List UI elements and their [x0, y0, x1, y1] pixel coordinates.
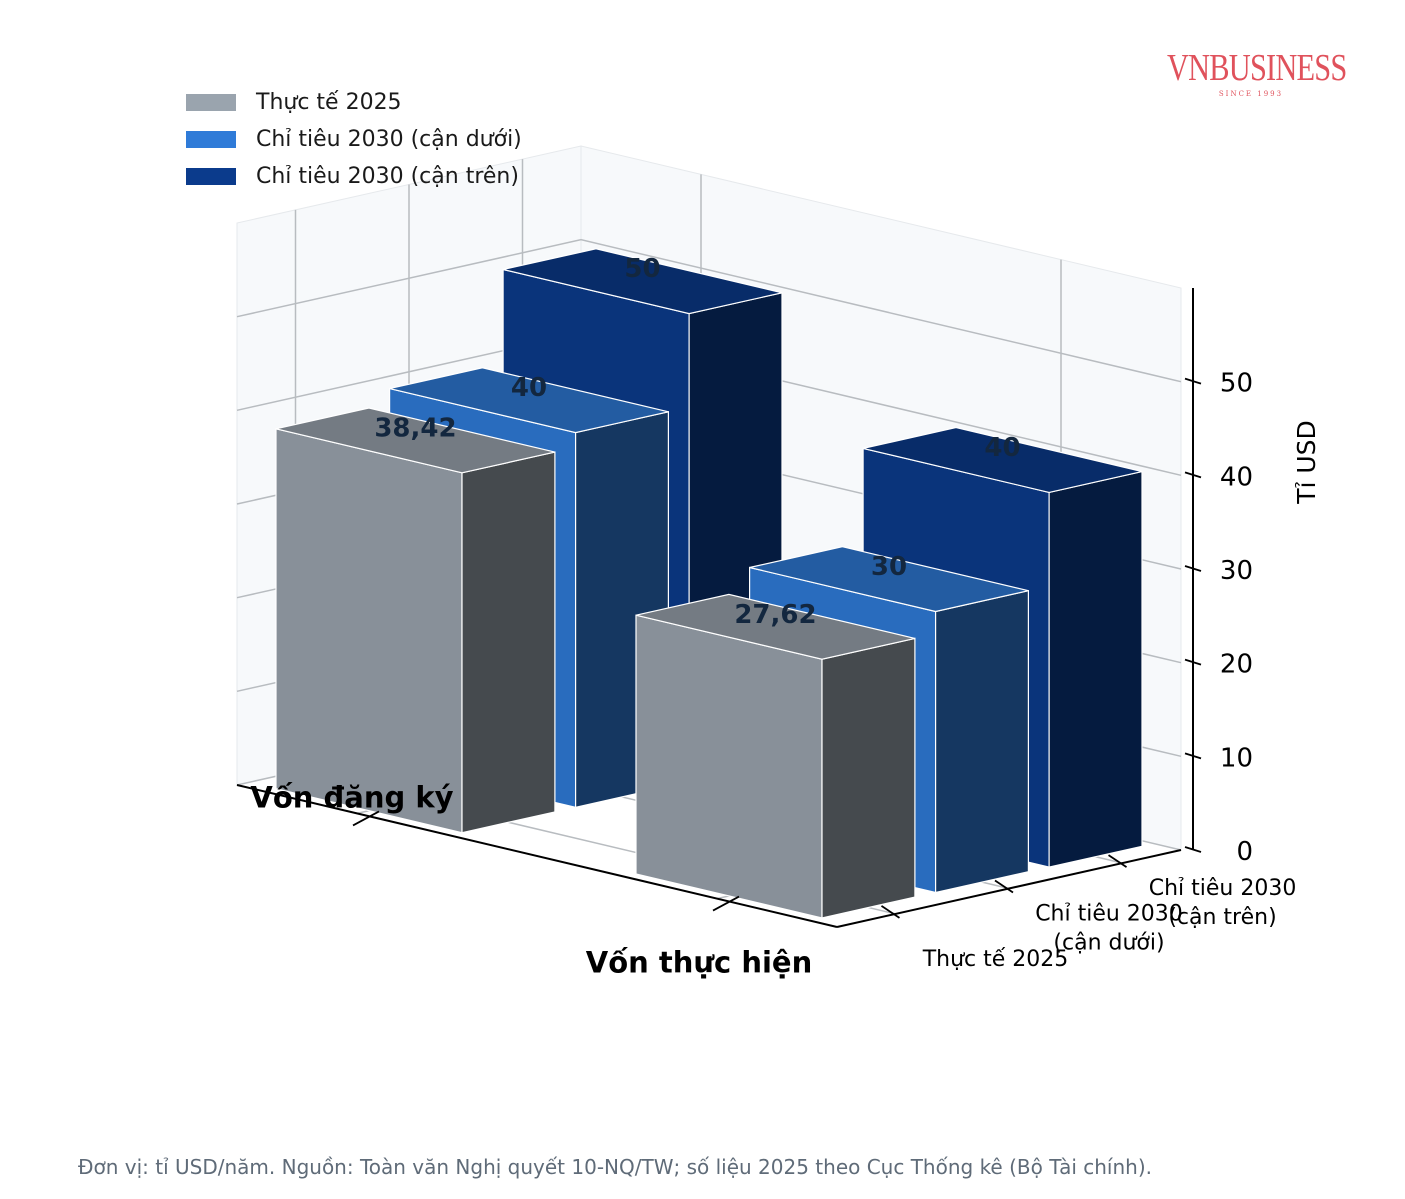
depth-tick-label: Chỉ tiêu 2030 (cận trên) — [1149, 876, 1297, 930]
z-tick-label: 10 — [1220, 743, 1253, 773]
legend-item-can-duoi: Chỉ tiêu 2030 (cận dưới) — [186, 121, 522, 158]
value-label: 27,62 — [734, 600, 816, 630]
legend-label: Thực tế 2025 — [256, 90, 402, 115]
x-axis-line — [236, 784, 838, 928]
bar-top-face — [502, 248, 783, 315]
bar-side-face — [461, 451, 556, 834]
z-tick — [1184, 752, 1202, 760]
y-tick — [880, 905, 900, 919]
bar-top-face — [389, 367, 669, 434]
z-tick — [1184, 846, 1202, 853]
category-label: Vốn thực hiện — [586, 946, 812, 980]
value-label: 50 — [624, 254, 660, 284]
legend-item-thuc-te-2025: Thực tế 2025 — [186, 84, 522, 121]
legend-swatch — [186, 131, 236, 148]
value-label: 40 — [984, 433, 1020, 463]
legend: Thực tế 2025 Chỉ tiêu 2030 (cận dưới) Ch… — [186, 84, 522, 195]
value-labels: 50 40 40 30 38,42 27,62 — [374, 254, 1020, 630]
category-label: Vốn đăng ký — [250, 780, 453, 814]
legend-label: Chỉ tiêu 2030 (cận dưới) — [256, 127, 522, 152]
bar-top-face — [749, 546, 1029, 613]
x-tick — [712, 895, 740, 912]
logo-text: VNBUSINESS — [1167, 47, 1347, 89]
bar-side-face — [821, 637, 916, 919]
bar-front-face — [275, 428, 463, 834]
bar-top-face — [862, 426, 1143, 494]
footnote: Đơn vị: tỉ USD/năm. Nguồn: Toàn văn Nghị… — [78, 1155, 1153, 1179]
bar-top-face — [275, 407, 556, 474]
depth-tick-label-line: (cận trên) — [1168, 905, 1276, 930]
z-tick — [1184, 565, 1202, 572]
legend-item-can-tren: Chỉ tiêu 2030 (cận trên) — [186, 158, 522, 195]
depth-tick-label: Thực tế 2025 — [922, 947, 1069, 972]
y-tick — [1108, 854, 1128, 868]
z-tick — [1184, 471, 1202, 479]
legend-swatch — [186, 168, 236, 185]
value-label: 30 — [871, 552, 907, 582]
depth-tick-label-line: (cận dưới) — [1053, 931, 1164, 956]
value-label: 38,42 — [374, 413, 456, 443]
z-tick — [1184, 377, 1202, 385]
bar-0-0 — [275, 407, 556, 834]
z-tick-label: 40 — [1220, 462, 1253, 492]
z-axis-label: Tỉ USD — [1292, 420, 1321, 505]
z-tick — [1184, 658, 1202, 666]
depth-tick-label-line: Thực tế 2025 — [922, 947, 1069, 972]
depth-tick-label-line: Chỉ tiêu 2030 — [1035, 902, 1183, 927]
y-tick — [994, 879, 1014, 894]
bars — [275, 248, 1143, 919]
depth-tick-label: Chỉ tiêu 2030 (cận dưới) — [1035, 902, 1183, 956]
z-tick-label: 50 — [1220, 369, 1253, 399]
z-tick-label: 0 — [1236, 837, 1253, 867]
value-label: 40 — [511, 373, 547, 403]
bar-side-face — [1048, 470, 1143, 868]
bar-1-0 — [635, 593, 916, 919]
z-gridline — [236, 238, 1182, 383]
logo-since: SINCE 1993 — [1218, 90, 1284, 98]
bar-side-face — [934, 589, 1030, 894]
bar-top-face — [635, 593, 916, 660]
z-tick-label: 20 — [1220, 650, 1253, 680]
legend-swatch — [186, 94, 236, 111]
depth-tick-label-line: Chỉ tiêu 2030 — [1149, 876, 1297, 901]
vnbusiness-logo: VNBUSINESS SINCE 1993 — [1146, 46, 1356, 98]
x-tick — [352, 810, 380, 827]
bar-front-face — [635, 614, 823, 919]
z-tick-label: 30 — [1220, 556, 1253, 586]
legend-label: Chỉ tiêu 2030 (cận trên) — [256, 164, 519, 189]
